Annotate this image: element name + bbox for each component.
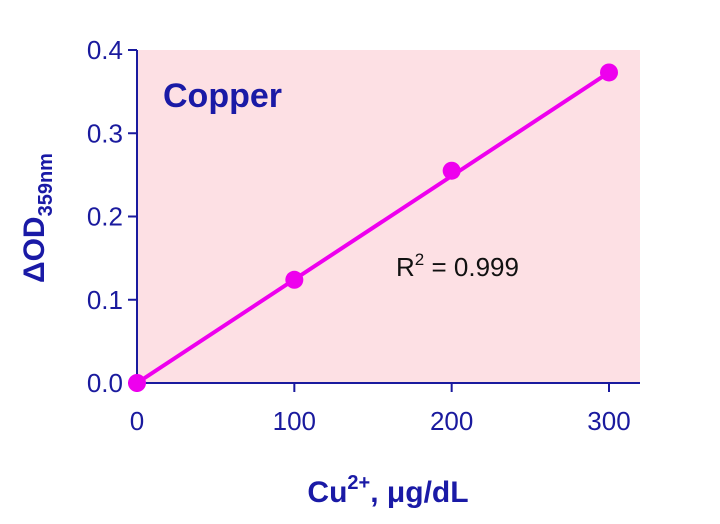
- y-tick-label: 0.1: [87, 285, 123, 315]
- y-axis-ticks: 0.0 0.1 0.2 0.3 0.4: [87, 35, 137, 398]
- y-tick-label: 0.2: [87, 202, 123, 232]
- data-point: [285, 270, 304, 289]
- y-tick-label: 0.3: [87, 118, 123, 148]
- r-squared-value: = 0.999: [424, 252, 519, 282]
- x-tick-label: 200: [430, 406, 473, 436]
- y-tick-label: 0.4: [87, 35, 123, 65]
- r-squared-base: R: [396, 252, 415, 282]
- data-point: [600, 63, 618, 82]
- x-tick-label: 100: [273, 406, 316, 436]
- r-squared-superscript: 2: [415, 250, 424, 269]
- y-axis-label: ΔOD359nm: [18, 153, 57, 283]
- y-axis-label-base: ΔOD: [18, 216, 51, 283]
- chart-title: Copper: [163, 77, 282, 115]
- x-tick-label: 0: [130, 406, 144, 436]
- x-axis-label: Cu2+, μg/dL: [307, 472, 468, 509]
- x-axis-label-superscript: 2+: [347, 472, 370, 494]
- x-tick-label: 300: [587, 406, 630, 436]
- x-axis-label-base: Cu: [307, 476, 347, 509]
- data-point: [128, 374, 146, 392]
- series-layer: [128, 63, 618, 392]
- data-point: [442, 161, 461, 180]
- r-squared-annotation: R2 = 0.999: [396, 250, 519, 282]
- x-axis-label-units: , μg/dL: [370, 476, 468, 509]
- y-axis-label-subscript: 359nm: [35, 153, 57, 216]
- y-tick-label: 0.0: [87, 368, 123, 398]
- x-axis-ticks: 0 100 200 300: [130, 383, 631, 436]
- linear-fit-line: [135, 70, 611, 385]
